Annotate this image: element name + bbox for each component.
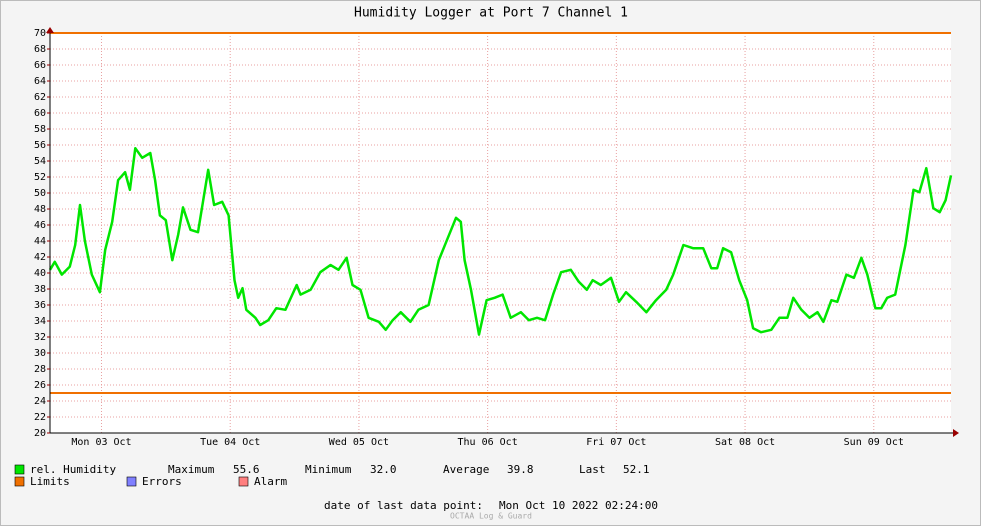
x-tick-label: Mon 03 Oct (71, 437, 131, 448)
y-tick-label: 50 (34, 188, 46, 199)
chart-title: Humidity Logger at Port 7 Channel 1 (354, 6, 628, 21)
x-tick-label: Fri 07 Oct (586, 437, 646, 448)
y-tick-label: 44 (34, 236, 46, 247)
stat-label: Last (579, 463, 606, 476)
stat-value: 55.6 (233, 463, 260, 476)
legend-swatch (126, 476, 137, 487)
watermark: OCTAA Log & Guard (450, 512, 532, 521)
y-tick-label: 56 (34, 140, 46, 151)
y-tick-label: 62 (34, 92, 46, 103)
y-tick-label: 24 (34, 396, 46, 407)
y-tick-label: 48 (34, 204, 46, 215)
line-series (48, 146, 953, 336)
y-tick-label: 64 (34, 76, 46, 87)
stat-value: 32.0 (370, 463, 397, 476)
y-tick-label: 68 (34, 44, 46, 55)
x-tick-label: Sun 09 Oct (844, 437, 904, 448)
x-tick-label: Thu 06 Oct (458, 437, 518, 448)
y-tick-label: 20 (34, 428, 46, 439)
y-tick-label: 32 (34, 332, 46, 343)
y-tick-label: 66 (34, 60, 46, 71)
x-tick-label: Sat 08 Oct (715, 437, 775, 448)
y-tick-label: 42 (34, 252, 46, 263)
legend-label: Limits (30, 475, 70, 488)
y-tick-label: 22 (34, 412, 46, 423)
y-tick-label: 52 (34, 172, 46, 183)
stat-value: 39.8 (507, 463, 534, 476)
footer-value: Mon Oct 10 2022 02:24:00 (499, 499, 658, 512)
y-tick-label: 28 (34, 364, 46, 375)
y-tick-label: 46 (34, 220, 46, 231)
stat-label: Minimum (305, 463, 352, 476)
y-tick-label: 70 (34, 28, 46, 39)
y-tick-label: 36 (34, 300, 46, 311)
y-tick-label: 38 (34, 284, 46, 295)
stat-label: Maximum (168, 463, 215, 476)
legend-swatch (14, 464, 25, 475)
y-tick-label: 30 (34, 348, 46, 359)
y-tick-label: 26 (34, 380, 46, 391)
legend-label: rel. Humidity (30, 463, 116, 476)
y-tick-label: 34 (34, 316, 46, 327)
legend-label: Errors (142, 475, 182, 488)
x-tick-label: Tue 04 Oct (200, 437, 260, 448)
y-tick-label: 54 (34, 156, 46, 167)
y-tick-label: 40 (34, 268, 46, 279)
legend-swatch (238, 476, 249, 487)
y-tick-label: 60 (34, 108, 46, 119)
x-tick-label: Wed 05 Oct (329, 437, 389, 448)
legend-swatch (14, 476, 25, 487)
footer-label: date of last data point: (324, 499, 483, 512)
x-arrow (953, 429, 959, 437)
y-tick-label: 58 (34, 124, 46, 135)
marks (48, 32, 953, 394)
legend-label: Alarm (254, 475, 287, 488)
plot-area (50, 33, 951, 433)
stat-value: 52.1 (623, 463, 650, 476)
stat-label: Average (443, 463, 489, 476)
y-arrow (46, 27, 54, 33)
